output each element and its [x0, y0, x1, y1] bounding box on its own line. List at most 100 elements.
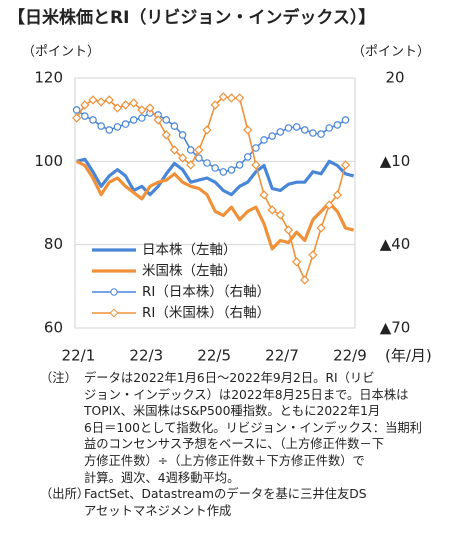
point: [203, 159, 211, 167]
note-line: FactSet、Datastreamのデータを基に三井住友DS: [84, 487, 367, 502]
point: [120, 100, 131, 110]
source-body: FactSet、Datastreamのデータを基に三井住友DS アセットマネジメン…: [84, 486, 367, 519]
note-line: アセットマネジメント作成: [84, 503, 232, 518]
source: （出所） FactSet、Datastreamのデータを基に三井住友DS アセットマ…: [40, 486, 450, 519]
point: [300, 275, 310, 285]
y2-tick-label: ▲70: [380, 319, 411, 337]
point: [96, 97, 106, 107]
point: [243, 125, 253, 135]
point: [210, 100, 220, 110]
point: [178, 131, 187, 139]
point: [194, 145, 204, 155]
point: [252, 144, 260, 152]
point: [104, 95, 114, 105]
y-tick-label: 80: [44, 235, 63, 253]
x-axis-label: (年/月): [385, 347, 432, 365]
note-line: 益のコンセンサス予想をベースに、（上方修正件数－下: [84, 437, 385, 452]
point: [161, 130, 171, 140]
note: （注） データは2022年1月6日～2022年9月2日。RI（リビジョン・インデッ…: [40, 370, 450, 486]
series-line: [75, 159, 355, 251]
source-label: （出所）: [40, 487, 90, 502]
point: [129, 98, 139, 108]
point: [177, 153, 188, 163]
note-line: 計算。週次、4週移動平均。: [84, 470, 240, 485]
series-line: [76, 109, 346, 173]
point: [276, 128, 285, 136]
legend-label: 米国株（左軸）: [142, 263, 237, 279]
y2-tick-label: 20: [385, 69, 404, 87]
point: [226, 93, 237, 103]
point: [284, 124, 293, 132]
point: [169, 145, 180, 155]
point: [332, 190, 343, 200]
point: [112, 103, 123, 113]
series-line: [76, 96, 347, 281]
chart: 【日米株価とRI（リビジョン・インデックス）】 （ポイント） （ポイント） (年…: [8, 7, 432, 365]
x-tick-label: 22/9: [333, 347, 367, 365]
point: [268, 132, 276, 140]
point: [121, 120, 130, 128]
point: [97, 122, 105, 130]
note-line: TOPIX、米国株はS&P500種指数。ともに2022年1月: [84, 404, 381, 419]
x-tick-label: 22/1: [62, 347, 96, 365]
point: [113, 123, 122, 131]
point: [145, 103, 155, 113]
point: [292, 123, 301, 131]
point: [129, 116, 138, 124]
legend-label: RI（日本株）（右軸）: [142, 284, 270, 300]
x-tick-label: 22/3: [129, 347, 163, 365]
series-line: [76, 157, 355, 197]
point: [333, 121, 342, 129]
y2-axis-label: （ポイント）: [352, 45, 430, 60]
y-tick-label: 100: [34, 152, 63, 170]
point: [153, 115, 163, 125]
point: [267, 205, 277, 215]
point: [340, 160, 351, 170]
point: [341, 116, 350, 124]
point: [211, 164, 219, 172]
point: [283, 225, 294, 235]
note-line: ジョン・インデックス）は2022年8月25日まで。日本株は: [84, 387, 409, 402]
point: [186, 160, 196, 170]
point: [251, 160, 261, 170]
point: [291, 257, 302, 267]
note-line: 6日＝100として指数化。リビジョン・インデックス：当期利: [84, 420, 422, 435]
point: [227, 166, 236, 174]
y-tick-label: 60: [44, 319, 63, 337]
point: [219, 168, 228, 176]
note-line: 方修正件数）÷（上方修正件数＋下方修正件数）で: [84, 453, 365, 468]
y-tick-label: 120: [34, 69, 63, 87]
y-axis-label: （ポイント）: [22, 45, 100, 60]
point: [81, 112, 89, 120]
legend-marker: [109, 308, 119, 318]
y2-tick-label: ▲10: [380, 152, 411, 170]
point: [186, 146, 195, 154]
legend-marker: [110, 288, 118, 296]
note-line: データは2022年1月6日～2022年9月2日。RI（リビ: [84, 371, 375, 385]
point: [89, 116, 97, 124]
point: [316, 223, 326, 233]
point: [300, 126, 309, 134]
point: [162, 116, 171, 124]
point: [138, 114, 146, 122]
point: [243, 153, 252, 161]
point: [202, 125, 212, 135]
legend-label: RI（米国株）（右軸）: [142, 305, 270, 321]
point: [259, 190, 269, 200]
point: [325, 124, 334, 132]
note-label: （注）: [40, 371, 77, 385]
point: [235, 161, 244, 169]
point: [260, 136, 268, 144]
point: [218, 92, 228, 102]
note-body: データは2022年1月6日～2022年9月2日。RI（リビジョン・インデックス）…: [84, 370, 422, 486]
x-tick-label: 22/5: [197, 347, 231, 365]
point: [195, 154, 203, 162]
point: [234, 93, 245, 103]
x-tick-label: 22/7: [265, 347, 299, 365]
y2-tick-label: ▲40: [380, 235, 411, 253]
point: [324, 200, 334, 210]
notes: （注） データは2022年1月6日～2022年9月2日。RI（リビジョン・インデッ…: [40, 370, 450, 519]
point: [275, 210, 285, 220]
chart-title: 【日米株価とRI（リビジョン・インデックス）】: [8, 7, 375, 28]
